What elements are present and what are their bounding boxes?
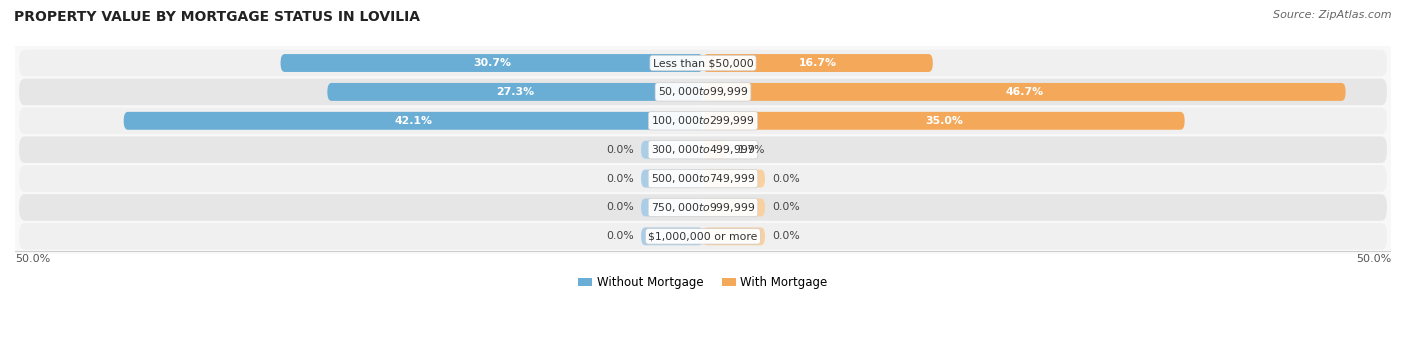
FancyBboxPatch shape — [20, 223, 1386, 250]
Text: 0.0%: 0.0% — [606, 203, 634, 212]
FancyBboxPatch shape — [641, 227, 703, 245]
Text: 0.0%: 0.0% — [772, 174, 800, 183]
Text: 1.7%: 1.7% — [737, 145, 765, 155]
FancyBboxPatch shape — [20, 165, 1386, 192]
Text: $100,000 to $299,999: $100,000 to $299,999 — [651, 114, 755, 127]
Text: 0.0%: 0.0% — [606, 231, 634, 241]
FancyBboxPatch shape — [124, 112, 703, 130]
Text: $750,000 to $999,999: $750,000 to $999,999 — [651, 201, 755, 214]
Text: 50.0%: 50.0% — [15, 254, 51, 264]
Legend: Without Mortgage, With Mortgage: Without Mortgage, With Mortgage — [574, 271, 832, 294]
FancyBboxPatch shape — [281, 54, 703, 72]
Text: 0.0%: 0.0% — [606, 145, 634, 155]
FancyBboxPatch shape — [703, 83, 1346, 101]
Text: $50,000 to $99,999: $50,000 to $99,999 — [658, 85, 748, 99]
FancyBboxPatch shape — [20, 50, 1386, 76]
Text: 0.0%: 0.0% — [772, 203, 800, 212]
Text: 0.0%: 0.0% — [606, 174, 634, 183]
Text: Source: ZipAtlas.com: Source: ZipAtlas.com — [1274, 10, 1392, 20]
Text: 42.1%: 42.1% — [394, 116, 433, 126]
FancyBboxPatch shape — [20, 79, 1386, 105]
FancyBboxPatch shape — [641, 169, 703, 188]
FancyBboxPatch shape — [703, 141, 727, 159]
FancyBboxPatch shape — [703, 198, 765, 217]
Text: $300,000 to $499,999: $300,000 to $499,999 — [651, 143, 755, 156]
FancyBboxPatch shape — [641, 198, 703, 217]
Text: $1,000,000 or more: $1,000,000 or more — [648, 231, 758, 241]
Text: 46.7%: 46.7% — [1005, 87, 1043, 97]
FancyBboxPatch shape — [20, 107, 1386, 134]
FancyBboxPatch shape — [641, 141, 703, 159]
FancyBboxPatch shape — [20, 194, 1386, 221]
Text: PROPERTY VALUE BY MORTGAGE STATUS IN LOVILIA: PROPERTY VALUE BY MORTGAGE STATUS IN LOV… — [14, 10, 420, 24]
FancyBboxPatch shape — [703, 227, 765, 245]
Text: $500,000 to $749,999: $500,000 to $749,999 — [651, 172, 755, 185]
Text: Less than $50,000: Less than $50,000 — [652, 58, 754, 68]
FancyBboxPatch shape — [20, 136, 1386, 163]
Text: 35.0%: 35.0% — [925, 116, 963, 126]
Text: 27.3%: 27.3% — [496, 87, 534, 97]
FancyBboxPatch shape — [703, 169, 765, 188]
Text: 0.0%: 0.0% — [772, 231, 800, 241]
Text: 50.0%: 50.0% — [1355, 254, 1391, 264]
FancyBboxPatch shape — [703, 54, 932, 72]
FancyBboxPatch shape — [328, 83, 703, 101]
Text: 30.7%: 30.7% — [472, 58, 510, 68]
FancyBboxPatch shape — [703, 112, 1185, 130]
Text: 16.7%: 16.7% — [799, 58, 837, 68]
